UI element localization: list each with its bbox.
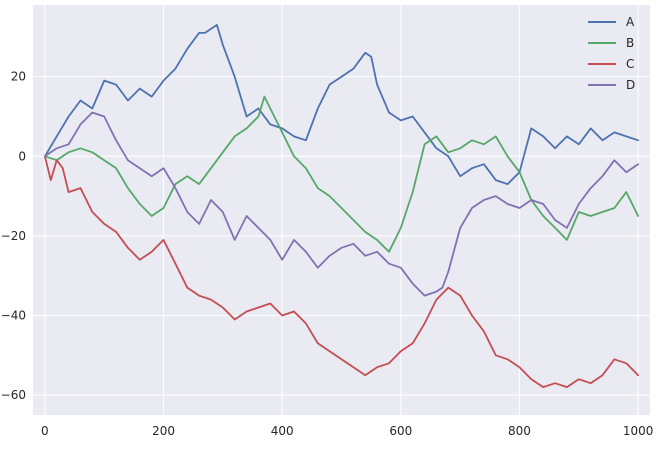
x-tick-label: 400 [271,424,294,438]
y-tick-label: −60 [1,388,26,402]
series-line-a [44,23,639,186]
y-tick-label: −20 [1,229,26,243]
legend-label: C [626,57,634,71]
legend-label: A [626,15,635,29]
legend-label: B [626,36,634,50]
x-tick-label: 200 [152,424,175,438]
series-line-b [44,95,639,253]
x-tick-label: 1000 [623,424,654,438]
y-tick-label: 20 [11,70,26,84]
series-lines [44,23,639,389]
legend-label: D [626,78,635,92]
x-tick-label: 0 [41,424,49,438]
y-tick-label: 0 [18,149,26,163]
plot-area [33,5,650,415]
y-tick-label: −40 [1,308,26,322]
x-tick-label: 600 [389,424,412,438]
series-line-c [44,155,639,389]
tick-labels: 0 200 400 600 800 1000 −60 −40 −20 0 20 [1,70,654,438]
x-tick-label: 800 [508,424,531,438]
series-line-d [44,111,639,297]
